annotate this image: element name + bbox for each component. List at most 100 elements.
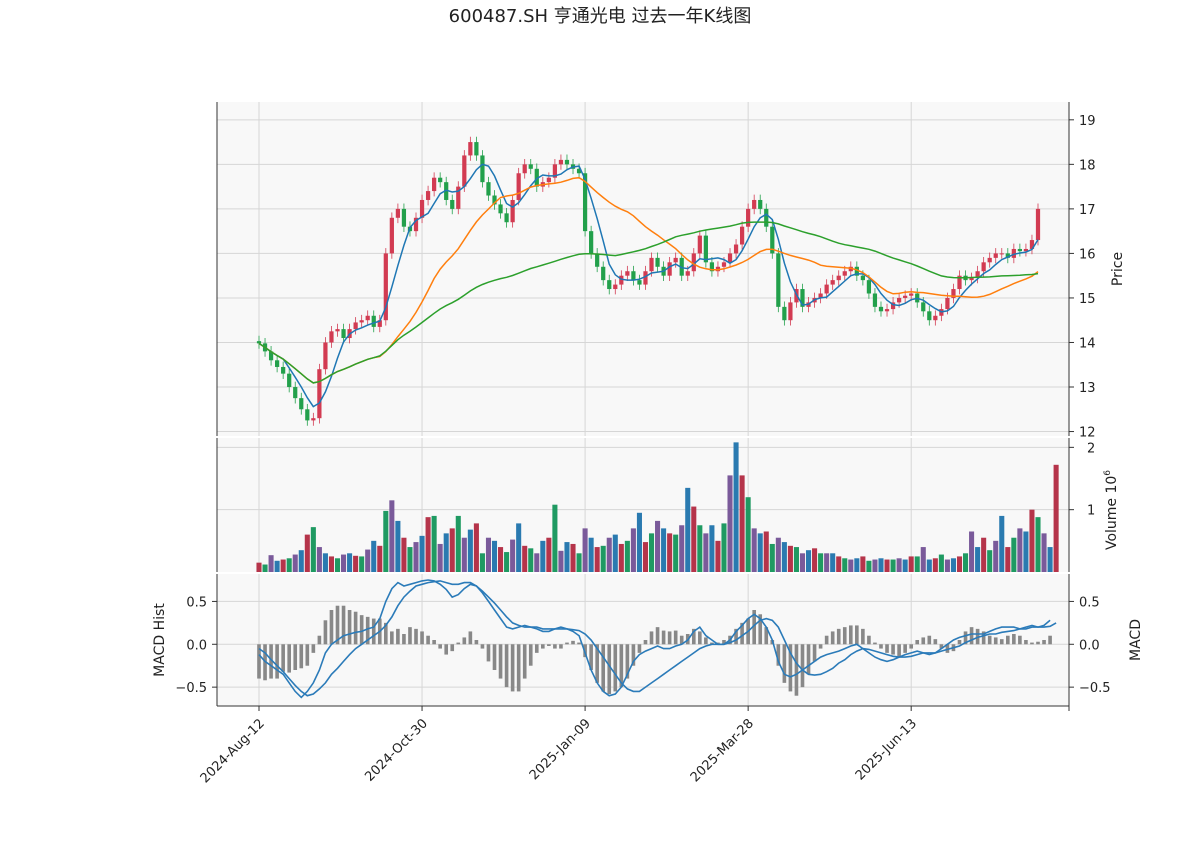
candle-body <box>782 306 787 321</box>
macd-hist-bar <box>571 640 575 645</box>
candle-body <box>450 199 455 209</box>
volume-bar <box>642 542 649 572</box>
macd-hist-bar <box>402 634 406 645</box>
macd-hist-bar <box>776 644 781 666</box>
candle-body <box>1011 248 1016 258</box>
candle-body <box>438 177 443 183</box>
macd-panel <box>217 574 1069 706</box>
macd-hist-bar <box>450 644 455 652</box>
volume-bar <box>866 560 872 572</box>
volume-bar <box>479 553 485 572</box>
volume-bar <box>516 523 522 572</box>
macd-hist-bar <box>758 614 763 645</box>
volume-bar <box>763 531 769 572</box>
macd-hist-bar <box>341 605 346 645</box>
candle-body <box>1029 240 1035 249</box>
macd-hist-bar <box>752 610 756 645</box>
volume-bar <box>1023 531 1029 572</box>
macd-hist-bar <box>281 644 285 672</box>
macd-hist-bar <box>269 644 273 679</box>
macd-hist-bar <box>643 640 648 645</box>
volume-bar <box>715 540 721 572</box>
volume-bar <box>836 556 842 572</box>
candle-body <box>703 235 708 263</box>
volume-bar <box>884 559 890 572</box>
macd-hist-bar <box>384 622 388 645</box>
candle-body <box>770 226 775 254</box>
volume-bar <box>944 559 950 572</box>
candle-body <box>866 280 872 294</box>
volume-bar <box>449 528 455 572</box>
macd-tick-label: 0.5 <box>1079 595 1100 610</box>
price-tick-label: 16 <box>1079 247 1096 262</box>
candle-body <box>776 253 781 307</box>
macd-hist-bar <box>885 644 889 653</box>
volume-bar <box>292 554 298 572</box>
macd-hist-bar <box>704 637 708 645</box>
candle-body <box>1005 253 1010 258</box>
x-tick-label: 2024-Aug-12 <box>198 716 268 786</box>
macd-hist-bar <box>1012 634 1016 645</box>
volume-bar <box>395 520 401 572</box>
volume-bar <box>1017 528 1023 572</box>
candle-body <box>359 320 364 323</box>
candle-body <box>486 182 491 196</box>
volume-bar <box>860 556 866 572</box>
candle-body <box>305 409 310 421</box>
volume-bar <box>256 562 262 572</box>
macd-hist-bar <box>891 644 895 655</box>
candle-body <box>275 360 280 367</box>
candle-body <box>739 226 745 245</box>
macd-hist-bar <box>836 628 841 645</box>
macd-hist-bar <box>541 644 545 649</box>
candle-body <box>697 235 702 254</box>
volume-bar <box>673 534 679 572</box>
volume-series <box>256 442 1059 572</box>
volume-tick-label: 2 <box>1087 441 1095 456</box>
candle-body <box>281 366 286 374</box>
candle-body <box>969 277 974 281</box>
candle-body <box>516 173 521 200</box>
volume-bar <box>322 553 328 572</box>
volume-bar <box>558 550 564 572</box>
volume-bar <box>582 528 588 572</box>
volume-bar <box>739 475 745 572</box>
candle-body <box>872 293 878 307</box>
volume-bar <box>962 553 969 572</box>
macd-hist-bar <box>933 639 938 645</box>
volume-bar <box>775 537 781 572</box>
candle-body <box>377 320 382 327</box>
macd-hist-bar <box>444 644 449 655</box>
macd-hist-bar <box>613 644 618 692</box>
macd-hist-bar <box>329 610 334 645</box>
volume-bar <box>1005 547 1011 572</box>
volume-bar <box>365 549 371 572</box>
candle-body <box>498 204 503 214</box>
volume-bar <box>727 475 733 572</box>
candle-body <box>564 159 570 165</box>
macd-hist-bar <box>661 630 666 645</box>
candle-body <box>607 280 612 290</box>
candle-body <box>474 142 479 156</box>
macd-hist-bar <box>794 644 799 696</box>
macd-hist-bar <box>740 622 744 645</box>
price-axis-label: Price <box>1110 252 1126 286</box>
candle-body <box>1017 248 1022 252</box>
candle-body <box>691 253 696 272</box>
x-tick-label: 2024-Oct-30 <box>362 716 430 784</box>
candle-body <box>383 253 388 321</box>
macd-hist-bar <box>299 644 304 669</box>
candle-body <box>601 266 606 281</box>
macd-hist-bar <box>438 644 442 649</box>
candle-body <box>800 289 805 307</box>
volume-bar <box>576 553 582 572</box>
volume-bar <box>993 540 999 572</box>
volume-bar <box>443 533 449 572</box>
macd-hist-bar <box>456 642 461 645</box>
candle-body <box>921 302 926 312</box>
candle-body <box>619 275 624 285</box>
macd-hist-bar <box>396 628 400 645</box>
volume-bar <box>981 537 987 572</box>
volume-bar <box>274 560 280 572</box>
volume-bar <box>1029 509 1035 572</box>
